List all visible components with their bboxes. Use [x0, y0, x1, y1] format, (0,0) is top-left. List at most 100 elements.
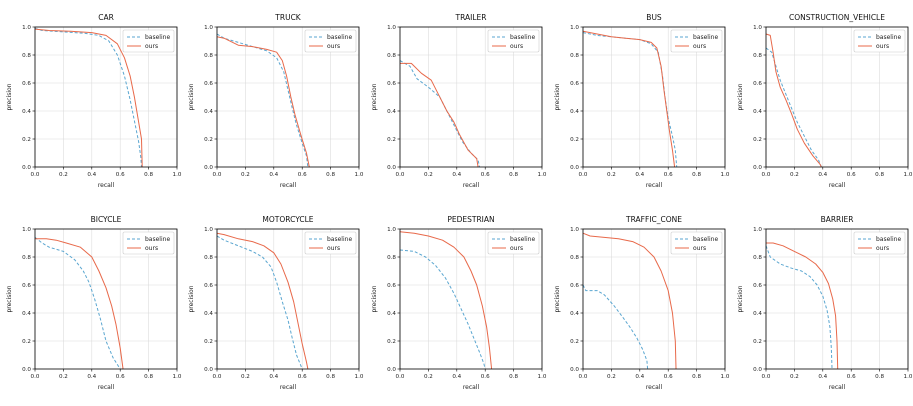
- x-tick-label: 0.0: [213, 374, 222, 380]
- y-tick-label: 0.8: [22, 53, 31, 59]
- y-axis-label: precision: [371, 83, 378, 110]
- x-axis-label: recall: [646, 182, 663, 189]
- plot-traffic-cone: 0.0 0.2 0.4 0.6 0.8 1.0 0.0 0.2 0.4 0.6 0.8 1.0 TRAF…: [554, 215, 730, 391]
- series-line-ours: [766, 242, 839, 370]
- plot-bus: 0.0 0.2 0.4 0.6 0.8 1.0 0.0 0.2 0.4 0.6 0.8 1.0 BUS r…: [554, 13, 730, 189]
- x-tick-label: 0.8: [144, 374, 153, 380]
- series-line-ours: [765, 33, 822, 168]
- y-tick-label: 0.6: [753, 81, 762, 87]
- legend-label-baseline: baseline: [876, 236, 901, 243]
- plot-frame: [34, 26, 178, 168]
- x-tick-label: 0.2: [59, 172, 68, 178]
- x-tick-label: 1.0: [355, 172, 364, 178]
- plot-title: TRUCK: [274, 13, 302, 22]
- x-tick-label: 0.6: [664, 374, 673, 380]
- plot-frame: [765, 26, 909, 168]
- x-axis-label: recall: [829, 384, 846, 391]
- y-tick-label: 0.2: [22, 339, 31, 345]
- y-tick-label: 0.0: [387, 165, 396, 171]
- plot-frame: [399, 26, 543, 168]
- plot-title: CAR: [98, 13, 114, 22]
- y-tick-label: 1.0: [387, 25, 396, 31]
- x-tick-label: 1.0: [355, 374, 364, 380]
- plot-title: TRAILER: [455, 13, 487, 22]
- y-tick-label: 0.2: [204, 137, 213, 143]
- y-tick-label: 0.0: [753, 367, 762, 373]
- y-tick-label: 0.0: [204, 367, 213, 373]
- y-tick-label: 0.4: [387, 311, 396, 317]
- y-tick-label: 0.6: [387, 283, 396, 289]
- x-tick-label: 0.6: [664, 172, 673, 178]
- x-tick-label: 0.2: [790, 374, 799, 380]
- x-tick-label: 0.8: [509, 172, 518, 178]
- y-tick-label: 0.6: [387, 81, 396, 87]
- y-tick-label: 0.6: [204, 283, 213, 289]
- y-tick-label: 0.8: [570, 53, 579, 59]
- legend-label-ours: ours: [145, 245, 158, 252]
- y-axis-label: precision: [737, 83, 744, 110]
- x-tick-label: 0.0: [579, 172, 588, 178]
- x-tick-label: 0.4: [269, 374, 278, 380]
- plot-pedestrian: 0.0 0.2 0.4 0.6 0.8 1.0 0.0 0.2 0.4 0.6 0.8 1.0 PEDE…: [371, 215, 547, 391]
- legend: baseline ours: [853, 29, 906, 53]
- x-tick-label: 0.0: [31, 172, 40, 178]
- y-tick-label: 0.0: [570, 367, 579, 373]
- x-tick-label: 1.0: [904, 374, 913, 380]
- legend: baseline ours: [304, 231, 357, 255]
- x-tick-label: 0.2: [59, 374, 68, 380]
- x-axis-label: recall: [280, 384, 297, 391]
- x-tick-label: 0.6: [116, 374, 125, 380]
- series-line-baseline: [765, 47, 822, 168]
- series-line-baseline: [216, 33, 309, 168]
- y-tick-label: 0.2: [753, 137, 762, 143]
- y-tick-label: 0.6: [753, 283, 762, 289]
- y-tick-label: 1.0: [753, 25, 762, 31]
- plot-barrier: 0.0 0.2 0.4 0.6 0.8 1.0 0.0 0.2 0.4 0.6 0.8 1.0 BARR…: [737, 215, 913, 391]
- x-tick-label: 0.2: [790, 172, 799, 178]
- x-tick-label: 0.2: [424, 172, 433, 178]
- x-tick-label: 1.0: [173, 172, 182, 178]
- series-line-ours: [216, 232, 309, 370]
- legend-label-ours: ours: [145, 43, 158, 50]
- x-tick-label: 0.2: [607, 172, 616, 178]
- y-tick-label: 0.6: [570, 283, 579, 289]
- x-tick-label: 0.6: [116, 172, 125, 178]
- x-tick-label: 0.0: [396, 374, 405, 380]
- x-tick-label: 0.8: [692, 172, 701, 178]
- y-tick-label: 0.4: [22, 109, 31, 115]
- y-tick-label: 0.8: [387, 255, 396, 261]
- y-tick-label: 0.4: [570, 109, 579, 115]
- y-tick-label: 0.8: [753, 255, 762, 261]
- y-tick-label: 0.2: [387, 339, 396, 345]
- y-axis-label: precision: [6, 83, 13, 110]
- x-tick-label: 0.4: [818, 172, 827, 178]
- series-line-baseline: [399, 249, 486, 370]
- plot-truck: 0.0 0.2 0.4 0.6 0.8 1.0 0.0 0.2 0.4 0.6 0.8 1.0 TRUC…: [188, 13, 364, 189]
- legend-label-baseline: baseline: [510, 34, 535, 41]
- x-axis-label: recall: [98, 182, 115, 189]
- y-axis-label: precision: [188, 285, 195, 312]
- y-tick-label: 0.8: [22, 255, 31, 261]
- x-tick-label: 0.4: [635, 172, 644, 178]
- series-line-baseline: [34, 27, 142, 168]
- series-line-baseline: [582, 32, 678, 168]
- legend: baseline ours: [853, 231, 906, 255]
- legend: baseline ours: [304, 29, 357, 53]
- x-tick-label: 0.0: [31, 374, 40, 380]
- x-tick-label: 0.0: [579, 374, 588, 380]
- plot-title: BICYCLE: [91, 215, 122, 224]
- legend-label-baseline: baseline: [145, 34, 170, 41]
- y-tick-label: 0.4: [204, 109, 213, 115]
- series-line-ours: [582, 30, 676, 168]
- legend-label-ours: ours: [327, 245, 340, 252]
- y-tick-label: 1.0: [22, 227, 31, 233]
- x-tick-label: 1.0: [721, 172, 730, 178]
- y-tick-label: 0.0: [570, 165, 579, 171]
- plot-frame: [582, 228, 726, 370]
- y-axis-label: precision: [188, 83, 195, 110]
- legend-label-ours: ours: [876, 43, 889, 50]
- y-tick-label: 0.0: [22, 367, 31, 373]
- legend-label-baseline: baseline: [693, 34, 718, 41]
- y-tick-label: 0.2: [570, 339, 579, 345]
- x-axis-label: recall: [463, 384, 480, 391]
